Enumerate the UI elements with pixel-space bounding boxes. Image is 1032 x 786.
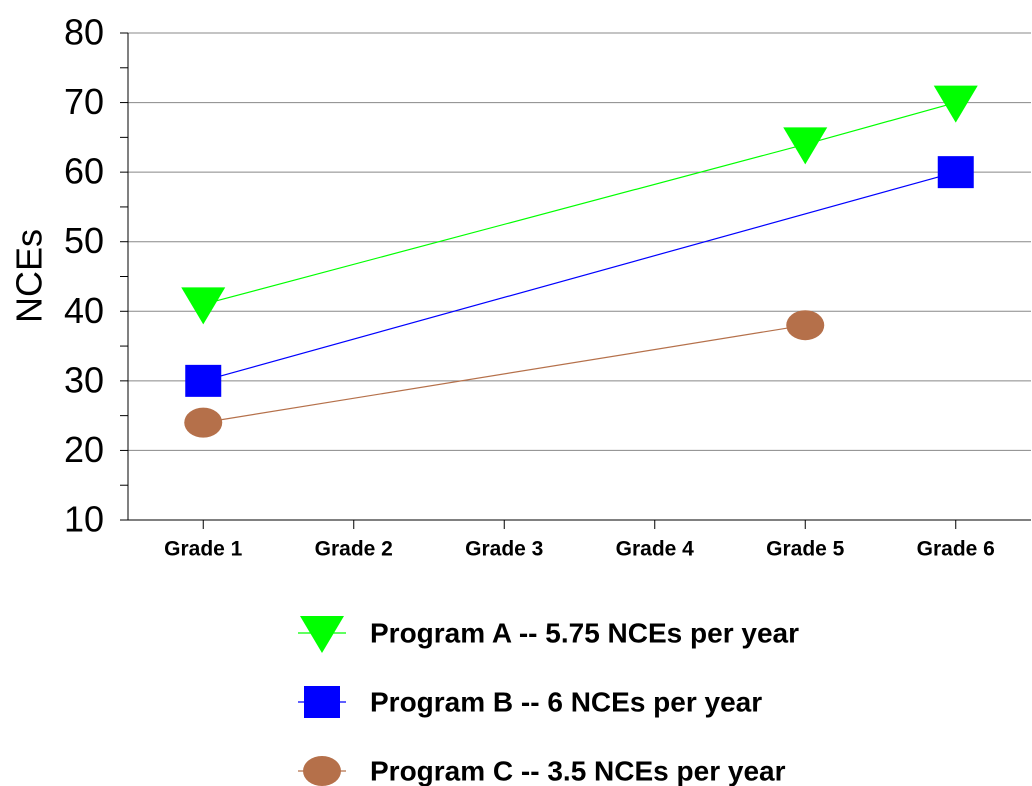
y-tick-label: 20 bbox=[64, 429, 104, 470]
y-tick-label: 40 bbox=[64, 290, 104, 331]
legend-marker bbox=[300, 616, 344, 653]
legend-label: Program B -- 6 NCEs per year bbox=[370, 686, 762, 717]
y-tick-label: 80 bbox=[64, 12, 104, 53]
y-axis-label: NCEs bbox=[9, 229, 50, 323]
legend-label: Program A -- 5.75 NCEs per year bbox=[370, 617, 799, 648]
y-tick-label: 10 bbox=[64, 499, 104, 540]
x-tick-label: Grade 2 bbox=[315, 538, 393, 561]
legend-marker bbox=[304, 686, 340, 718]
legend-label: Program C -- 3.5 NCEs per year bbox=[370, 755, 786, 786]
marker bbox=[783, 127, 828, 165]
marker bbox=[786, 310, 825, 341]
series-line bbox=[203, 324, 806, 424]
y-tick-label: 60 bbox=[64, 151, 104, 192]
marker bbox=[184, 407, 223, 438]
x-tick-label: Grade 3 bbox=[465, 538, 543, 561]
legend-marker bbox=[303, 756, 341, 786]
marker bbox=[181, 287, 226, 325]
y-tick-label: 70 bbox=[64, 81, 104, 122]
marker bbox=[933, 85, 978, 123]
series-line bbox=[203, 171, 956, 382]
y-tick-label: 30 bbox=[64, 359, 104, 400]
marker bbox=[185, 364, 222, 397]
y-tick-label: 50 bbox=[64, 220, 104, 261]
x-tick-label: Grade 5 bbox=[766, 538, 845, 561]
x-tick-label: Grade 4 bbox=[616, 538, 695, 561]
x-tick-label: Grade 1 bbox=[164, 538, 243, 561]
x-tick-label: Grade 6 bbox=[917, 538, 995, 561]
marker bbox=[937, 156, 974, 189]
